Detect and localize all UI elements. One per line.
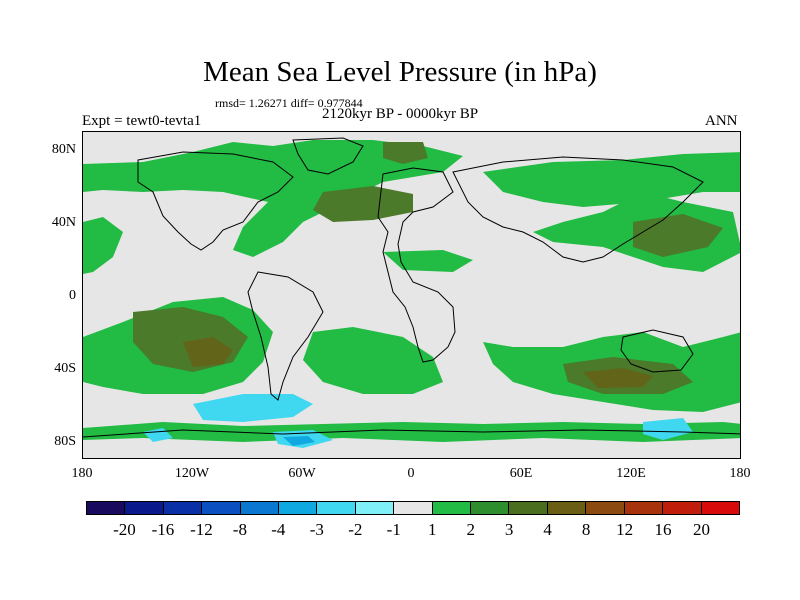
lat-label-0: 0 [69,288,76,303]
colorbar-tick-label: 12 [616,520,634,539]
colorbar-tick-label: -12 [190,520,213,539]
colorbar-swatch [125,502,164,514]
colorbar-swatch [509,502,548,514]
season-label: ANN [705,113,738,129]
anomaly-1-2-regions [83,140,740,442]
colorbar-tick-label: -1 [386,520,401,539]
colorbar-swatch [202,502,241,514]
colorbar-tick-label: -4 [271,520,286,539]
colorbar-swatch [317,502,356,514]
lat-label-40s: 40S [54,361,76,376]
lat-label-80s: 80S [54,434,76,449]
colorbar-swatch [663,502,702,514]
colorbar-swatch [547,502,587,514]
colorbar-swatch [701,502,739,514]
colorbar-swatch [394,502,433,514]
colorbar-tick-label: 1 [427,520,437,539]
period-label: 2120kyr BP - 0000kyr BP [322,106,479,122]
experiment-label: Expt = tewt0-tevta1 [82,113,202,129]
colorbar-swatch [279,502,318,514]
colorbar-swatch [471,502,510,514]
coastlines [83,137,740,438]
colorbar-swatch [163,502,203,514]
colorbar-tick-label: 20 [693,520,711,539]
lon-label-0: 0 [407,466,415,481]
map-canvas [83,132,740,458]
lon-label-120e: 120E [616,466,646,481]
lon-label-60e: 60E [509,466,533,481]
pressure-anomaly-map [82,131,741,459]
colorbar-tick-label: -8 [232,520,247,539]
lat-label-40n: 40N [51,215,76,230]
colorbar-swatch [624,502,664,514]
anomaly-strong-negative [283,436,315,446]
rmsd-diff-stats: rmsd= 1.26271 diff= 0.977844 [215,96,363,110]
colorbar-swatch [432,502,472,514]
colorbar-tick-label: 4 [543,520,552,539]
colorbar-tick-label: -20 [113,520,136,539]
lat-label-80n: 80N [51,142,76,157]
colorbar-swatch [87,502,126,514]
colorbar-tick-label: -3 [309,520,324,539]
lon-label-60w: 60W [288,466,316,481]
lon-label-180w: 180 [71,466,93,481]
colorbar-tick-label: -16 [151,520,175,539]
lon-label-180e: 180 [729,466,751,481]
colorbar-tick-label: 8 [581,520,591,539]
colorbar [86,501,740,515]
anomaly-4-8-regions [183,337,653,388]
colorbar-swatch [240,502,280,514]
lon-label-120w: 120W [174,466,210,481]
map-title: Mean Sea Level Pressure (in hPa) [203,56,597,88]
colorbar-swatch [586,502,625,514]
colorbar-tick-label: 3 [504,520,514,539]
colorbar-tick-label: -2 [348,520,363,539]
colorbar-tick-label: 16 [654,520,672,539]
colorbar-tick-label: 2 [466,520,475,539]
colorbar-swatch [355,502,395,514]
